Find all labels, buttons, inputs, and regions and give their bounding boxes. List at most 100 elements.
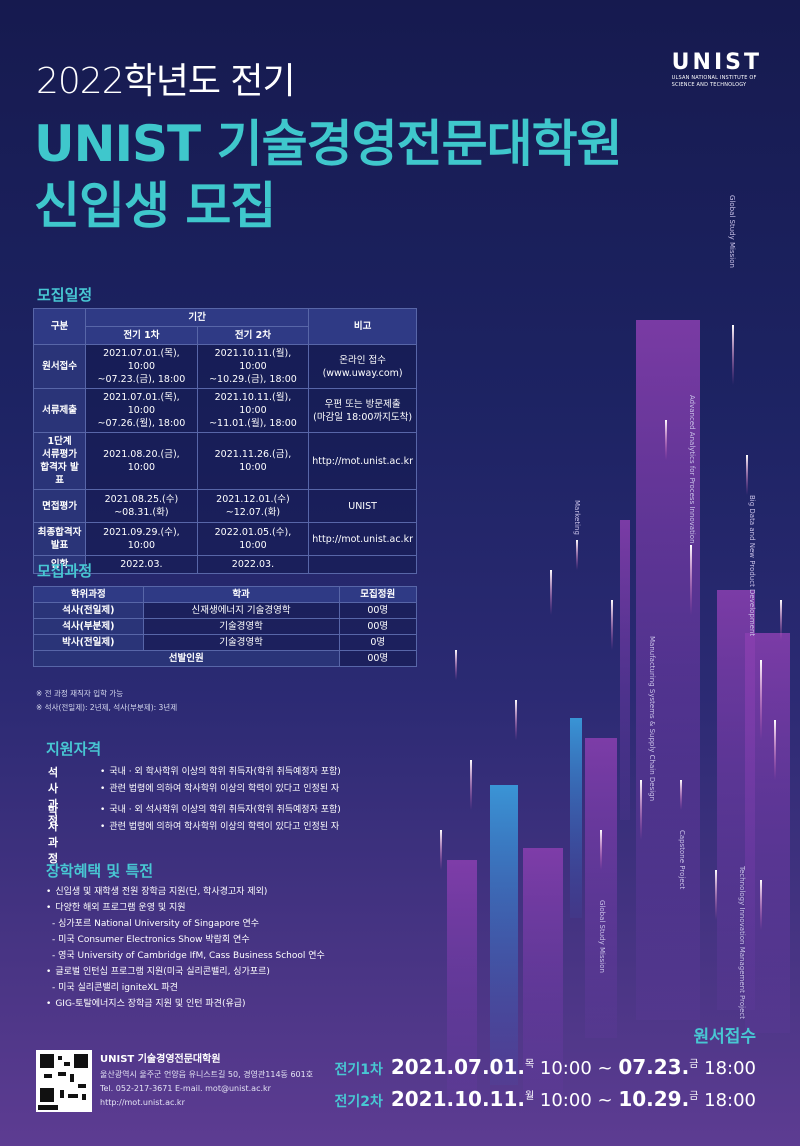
section-title: 지원자격 bbox=[46, 740, 102, 758]
note: ※ 석사(전일제): 2년제, 석사(부분제): 3년제 bbox=[36, 703, 178, 712]
table-cell: 2021.10.11.(월), 10:00 ~11.01.(월), 18:00 bbox=[196, 388, 310, 433]
deco-bar bbox=[447, 860, 477, 1110]
deco-bar bbox=[570, 718, 582, 918]
apply-title: 원서접수 bbox=[693, 1027, 756, 1047]
deco-line bbox=[550, 570, 552, 615]
table-cell: 2021.10.11.(월), 10:00 ~10.29.(금), 18:00 bbox=[196, 344, 310, 389]
logo-mark: UNIST bbox=[671, 50, 762, 75]
program-table: 학위과정 학과 모집정원 석사(전일제) 신재생에너지 기술경영학 00명 기술… bbox=[33, 586, 418, 667]
dept-cell: 기술경영학 bbox=[142, 634, 340, 651]
header-cell: 전기 1차 bbox=[85, 326, 198, 345]
deco-bar bbox=[523, 848, 563, 1098]
row-header: 최종합격자 발표 bbox=[32, 522, 87, 556]
row-header: 서류제출 bbox=[32, 388, 87, 433]
contact-url: http://mot.unist.ac.kr bbox=[100, 1098, 185, 1107]
benefit-subitem: 미국 실리콘밸리 igniteXL 파견 bbox=[52, 980, 325, 996]
benefit-item: 신입생 및 재학생 전원 장학금 지원(단, 학사경고자 제외) bbox=[46, 884, 325, 900]
qualification-list: 국내 · 외 석사학위 이상의 학위 취득자(학위 취득예정자 포함)관련 법령… bbox=[100, 802, 440, 836]
table-cell: http://mot.unist.ac.kr bbox=[308, 432, 417, 490]
table-row: 원서접수 2021.07.01.(목), 10:00 ~07.23.(금), 18… bbox=[32, 344, 417, 389]
schedule-table: 구분 기간 비고 전기 1차 전기 2차 원서접수 2021.07.01.(목),… bbox=[32, 308, 417, 574]
start-time: 10:00 ~ bbox=[539, 1090, 613, 1111]
table-cell: 2022.03. bbox=[85, 555, 198, 574]
quota-cell: 00명 bbox=[338, 602, 418, 619]
logo-text: SCIENCE AND TECHNOLOGY bbox=[671, 82, 747, 88]
deco-line bbox=[515, 700, 517, 740]
benefit-item: GIG-토탈에너지스 장학금 지원 및 인턴 파견(유급) bbox=[46, 996, 325, 1012]
section-title: 장학혜택 및 특전 bbox=[46, 862, 154, 880]
deco-line bbox=[470, 760, 472, 810]
contact-address: 울산광역시 울주군 언양읍 유니스트길 50, 경영관114동 601호 bbox=[100, 1070, 314, 1079]
benefit-subitem: 미국 Consumer Electronics Show 박람회 연수 bbox=[52, 932, 325, 948]
deco-line bbox=[760, 880, 762, 930]
apply-round: 전기1차 2021.07.01.목 10:00 ~ 07.23.금 18:00 bbox=[334, 1055, 756, 1079]
deco-bar bbox=[620, 520, 630, 820]
header-cell: 기간 bbox=[85, 308, 310, 327]
contact-phone: Tel. 052-217-3671 E-mail. mot@unist.ac.k… bbox=[100, 1084, 271, 1093]
degree-label: 박사과정 bbox=[48, 804, 59, 865]
qualification-item: 국내 · 외 학사학위 이상의 학위 취득자(학위 취득예정자 포함) bbox=[100, 764, 440, 781]
section-title: 모집일정 bbox=[37, 286, 93, 304]
degree-cell: 석사(부분제) bbox=[33, 618, 144, 635]
start-day: 월 bbox=[524, 1091, 535, 1102]
table-cell: 2021.08.20.(금), 10:00 bbox=[85, 432, 198, 490]
title-line: UNIST 기술경영전문대학원 bbox=[34, 115, 623, 173]
header-cell: 학과 bbox=[142, 586, 340, 603]
benefit-sublist: 싱가포르 National University of Singapore 연수… bbox=[46, 916, 325, 964]
deco-line bbox=[732, 325, 734, 385]
row-header: 면접평가 bbox=[32, 489, 87, 523]
table-row: 최종합격자 발표 2021.09.29.(수), 10:00 2022.01.05.… bbox=[32, 522, 417, 556]
table-cell: 2021.12.01.(수) ~12.07.(화) bbox=[196, 489, 310, 523]
row-header: 입학 bbox=[32, 555, 87, 574]
table-cell: 2021.07.01.(목), 10:00 ~07.23.(금), 18:00 bbox=[85, 344, 198, 389]
end-time: 18:00 bbox=[704, 1058, 756, 1079]
logo: UNIST ULSAN NATIONAL INSTITUTE OF SCIENC… bbox=[672, 50, 762, 89]
contact: UNIST 기술경영전문대학원 울산광역시 울주군 언양읍 유니스트길 50, … bbox=[100, 1052, 313, 1110]
row-header: 원서접수 bbox=[32, 344, 87, 389]
table-row: 입학 2022.03. 2022.03. bbox=[32, 555, 417, 574]
header-cell: 모집정원 bbox=[338, 586, 418, 603]
table-row: 서류제출 2021.07.01.(목), 10:00 ~07.26.(월), 18… bbox=[32, 388, 417, 433]
header-cell: 전기 2차 bbox=[196, 326, 310, 345]
deco-line bbox=[715, 870, 717, 920]
benefit-text: 다양한 해외 프로그램 운영 및 지원 bbox=[55, 903, 186, 913]
deco-bar bbox=[636, 320, 700, 1020]
deco-line bbox=[760, 660, 762, 740]
start-date: 2021.07.01. bbox=[390, 1055, 525, 1079]
table-row: 면접평가 2021.08.25.(수) ~08.31.(화) 2021.12.01.… bbox=[32, 489, 417, 523]
dept-cell: 신재생에너지 기술경영학 bbox=[142, 602, 340, 619]
end-date: 10.29. bbox=[618, 1087, 690, 1111]
table-cell: UNIST bbox=[308, 489, 417, 523]
header-cell: 비고 bbox=[308, 308, 417, 345]
section-title: 모집과정 bbox=[37, 562, 93, 580]
benefit-sublist: 미국 실리콘밸리 igniteXL 파견 bbox=[46, 980, 325, 996]
track-label: Capstone Project bbox=[678, 830, 686, 890]
contact-name: UNIST 기술경영전문대학원 bbox=[100, 1054, 221, 1065]
table-row: 1단계 서류평가 합격자 발표 2021.08.20.(금), 10:00 2021… bbox=[32, 432, 417, 490]
end-day: 금 bbox=[689, 1091, 699, 1102]
benefit-item: 글로벌 인턴십 프로그램 지원(미국 실리콘밸리, 싱가포르) 미국 실리콘밸리 … bbox=[46, 964, 325, 996]
deco-line bbox=[746, 455, 748, 495]
end-time: 18:00 bbox=[704, 1090, 756, 1111]
quota-cell: 00명 bbox=[338, 618, 418, 635]
header-cell: 구분 bbox=[32, 308, 87, 345]
table-cell: 2022.01.05.(수), 10:00 bbox=[196, 522, 310, 556]
end-day: 금 bbox=[689, 1059, 699, 1070]
table-cell: 2021.08.25.(수) ~08.31.(화) bbox=[85, 489, 198, 523]
deco-bar bbox=[585, 738, 617, 1038]
quota-cell: 00명 bbox=[338, 650, 418, 667]
deco-line bbox=[440, 830, 442, 870]
quota-cell: 0명 bbox=[338, 634, 418, 651]
qualification-list: 국내 · 외 학사학위 이상의 학위 취득자(학위 취득예정자 포함)관련 법령… bbox=[100, 764, 440, 798]
benefit-list: 신입생 및 재학생 전원 장학금 지원(단, 학사경고자 제외) 다양한 해외 프… bbox=[46, 884, 325, 1012]
deco-bar bbox=[745, 633, 790, 1033]
qualification-item: 국내 · 외 석사학위 이상의 학위 취득자(학위 취득예정자 포함) bbox=[100, 802, 440, 819]
deco-line bbox=[576, 540, 578, 570]
qr-code bbox=[36, 1050, 92, 1112]
track-label: Global Study Mission bbox=[728, 195, 736, 268]
track-label: Technology Innovation Management Project bbox=[738, 866, 746, 1020]
table-cell: 2021.07.01.(목), 10:00 ~07.26.(월), 18:00 bbox=[85, 388, 198, 433]
degree-cell: 박사(전일제) bbox=[33, 634, 144, 651]
total-label: 선발인원 bbox=[33, 650, 340, 667]
